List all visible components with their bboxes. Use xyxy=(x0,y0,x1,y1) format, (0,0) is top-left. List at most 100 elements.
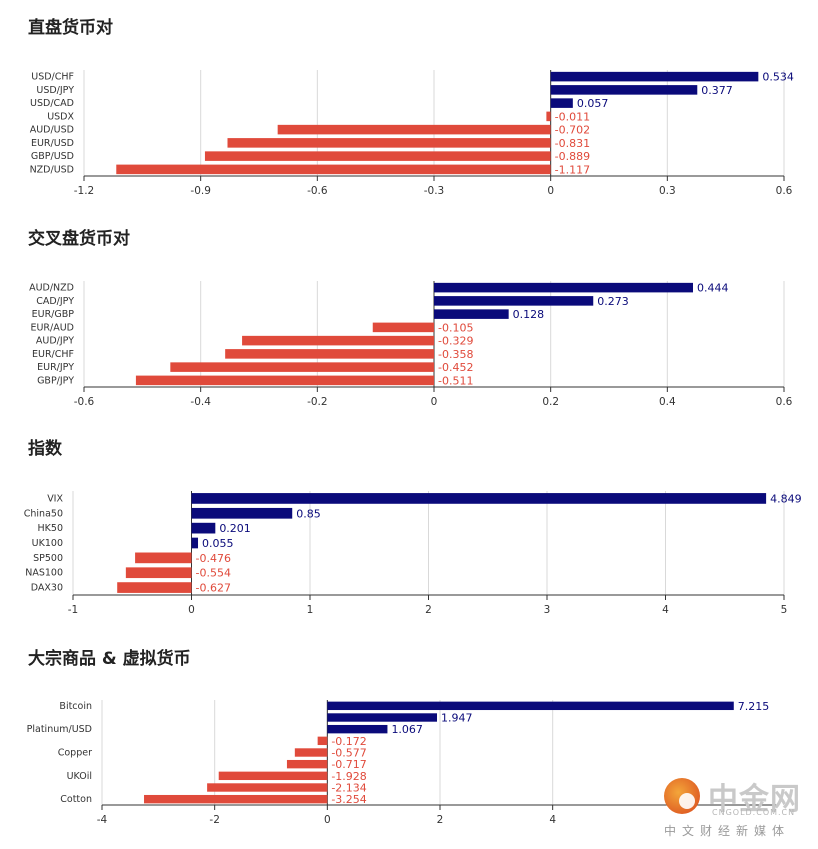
value-label: 1.947 xyxy=(441,712,473,725)
logo-icon xyxy=(664,778,700,814)
bar xyxy=(191,522,216,534)
value-label: 0.201 xyxy=(219,522,251,535)
chart-indices: -1 0 1 2 3 4 5 4.849 VIX 0.85 China50 0.201 HK50 0.05… xyxy=(24,491,802,616)
chart-direct-pairs: -1.2 -0.9 -0.6 -0.3 0 0.3 0.6 0.534 USD/CHF 0.377… xyxy=(30,70,794,197)
tick-label: 0.3 xyxy=(659,185,676,197)
value-label: -0.452 xyxy=(438,361,473,374)
value-label: -0.329 xyxy=(438,335,473,348)
bar xyxy=(327,701,734,711)
value-label: 0.055 xyxy=(202,537,234,550)
tick-label: -2 xyxy=(209,814,219,826)
category-label: USD/CHF xyxy=(31,72,74,83)
tick-label: -0.2 xyxy=(307,396,328,408)
value-label: -3.254 xyxy=(331,793,366,806)
category-label: SP500 xyxy=(33,553,63,564)
category-label: NAS100 xyxy=(25,568,63,579)
value-label: -1.928 xyxy=(331,770,366,783)
value-label: -0.476 xyxy=(196,552,231,565)
watermark-subtitle: 中文财经新媒体 xyxy=(664,824,791,838)
bar xyxy=(125,567,192,579)
value-label: -0.831 xyxy=(555,137,590,150)
category-label: China50 xyxy=(24,508,63,519)
value-label: -0.627 xyxy=(196,582,231,595)
tick-label: 0 xyxy=(188,604,195,616)
bar xyxy=(327,724,388,734)
category-label: CAD/JPY xyxy=(36,296,74,307)
bar xyxy=(191,537,199,549)
tick-label: 4 xyxy=(549,814,556,826)
category-label: USD/CAD xyxy=(30,98,74,109)
value-label: -2.134 xyxy=(331,782,366,795)
chart-title-commodities-crypto: 大宗商品 & 虚拟货币 xyxy=(28,649,191,669)
value-label: 4.849 xyxy=(770,492,802,505)
tick-label: 1 xyxy=(307,604,314,616)
bar xyxy=(225,349,434,359)
category-label: Copper xyxy=(58,748,92,759)
value-label: -0.889 xyxy=(555,150,590,163)
tick-label: 0.4 xyxy=(659,396,676,408)
category-label: AUD/JPY xyxy=(36,336,74,347)
bar xyxy=(434,309,509,319)
category-label: EUR/USD xyxy=(31,138,74,149)
bar xyxy=(294,748,328,757)
chart-title-direct-pairs: 直盘货币对 xyxy=(28,18,113,38)
value-label: 0.534 xyxy=(762,71,794,84)
value-label: -0.554 xyxy=(196,567,231,580)
chart-title-cross-pairs: 交叉盘货币对 xyxy=(28,229,130,249)
tick-label: 4 xyxy=(662,604,669,616)
category-label: EUR/GBP xyxy=(32,309,75,320)
chart-cross-pairs: -0.6 -0.4 -0.2 0 0.2 0.4 0.6 0.444 AUD/NZD 0.273 C… xyxy=(29,281,793,408)
tick-label: 0.2 xyxy=(542,396,559,408)
watermark-url: CNGOLD.COM.CN xyxy=(712,808,796,817)
category-label: Platinum/USD xyxy=(27,724,92,735)
category-label: USDX xyxy=(47,111,74,122)
value-label: 0.273 xyxy=(597,295,629,308)
bar xyxy=(434,282,693,293)
chart-commodities-crypto: -4 -2 0 2 4 7.215 Bitcoin 1.947 1.067 Platinum/US… xyxy=(27,700,778,826)
tick-label: 0 xyxy=(431,396,438,408)
chart-title-indices: 指数 xyxy=(28,439,62,459)
value-label: -0.717 xyxy=(331,758,366,771)
tick-label: -0.9 xyxy=(190,185,211,197)
tick-label: 0 xyxy=(547,185,554,197)
tick-label: -0.6 xyxy=(74,396,95,408)
bar xyxy=(372,322,434,333)
bar xyxy=(277,124,551,135)
category-label: Cotton xyxy=(60,794,92,805)
bar xyxy=(218,771,328,781)
tick-label: 0 xyxy=(324,814,331,826)
value-label: 7.215 xyxy=(738,700,770,713)
bar xyxy=(207,783,328,792)
bar xyxy=(144,794,328,804)
value-label: -0.702 xyxy=(555,124,590,137)
category-label: EUR/JPY xyxy=(37,362,74,373)
category-label: GBP/JPY xyxy=(37,375,74,386)
bar xyxy=(191,507,293,519)
tick-label: 0.6 xyxy=(776,185,793,197)
tick-label: -1 xyxy=(68,604,78,616)
watermark-name: 中金网 xyxy=(708,782,801,817)
category-label: EUR/AUD xyxy=(30,322,74,333)
value-label: 0.377 xyxy=(701,84,733,97)
bar xyxy=(204,151,551,161)
value-label: 0.057 xyxy=(577,97,609,110)
bar xyxy=(116,164,551,175)
value-label: -0.358 xyxy=(438,348,473,361)
tick-label: 0.6 xyxy=(776,396,793,408)
bar xyxy=(117,582,192,593)
category-label: UK100 xyxy=(32,538,63,549)
category-label: DAX30 xyxy=(31,583,63,594)
tick-label: 5 xyxy=(781,604,788,616)
value-label: 0.128 xyxy=(513,308,545,321)
category-label: AUD/USD xyxy=(30,125,74,136)
bar xyxy=(227,138,551,148)
value-label: -0.011 xyxy=(555,110,590,123)
tick-label: -1.2 xyxy=(74,185,95,197)
tick-label: 3 xyxy=(544,604,551,616)
bar xyxy=(191,493,767,504)
category-label: EUR/CHF xyxy=(32,349,74,360)
category-label: HK50 xyxy=(38,523,63,534)
bar xyxy=(286,759,328,769)
value-label: -0.105 xyxy=(438,321,473,334)
tick-label: 2 xyxy=(425,604,432,616)
